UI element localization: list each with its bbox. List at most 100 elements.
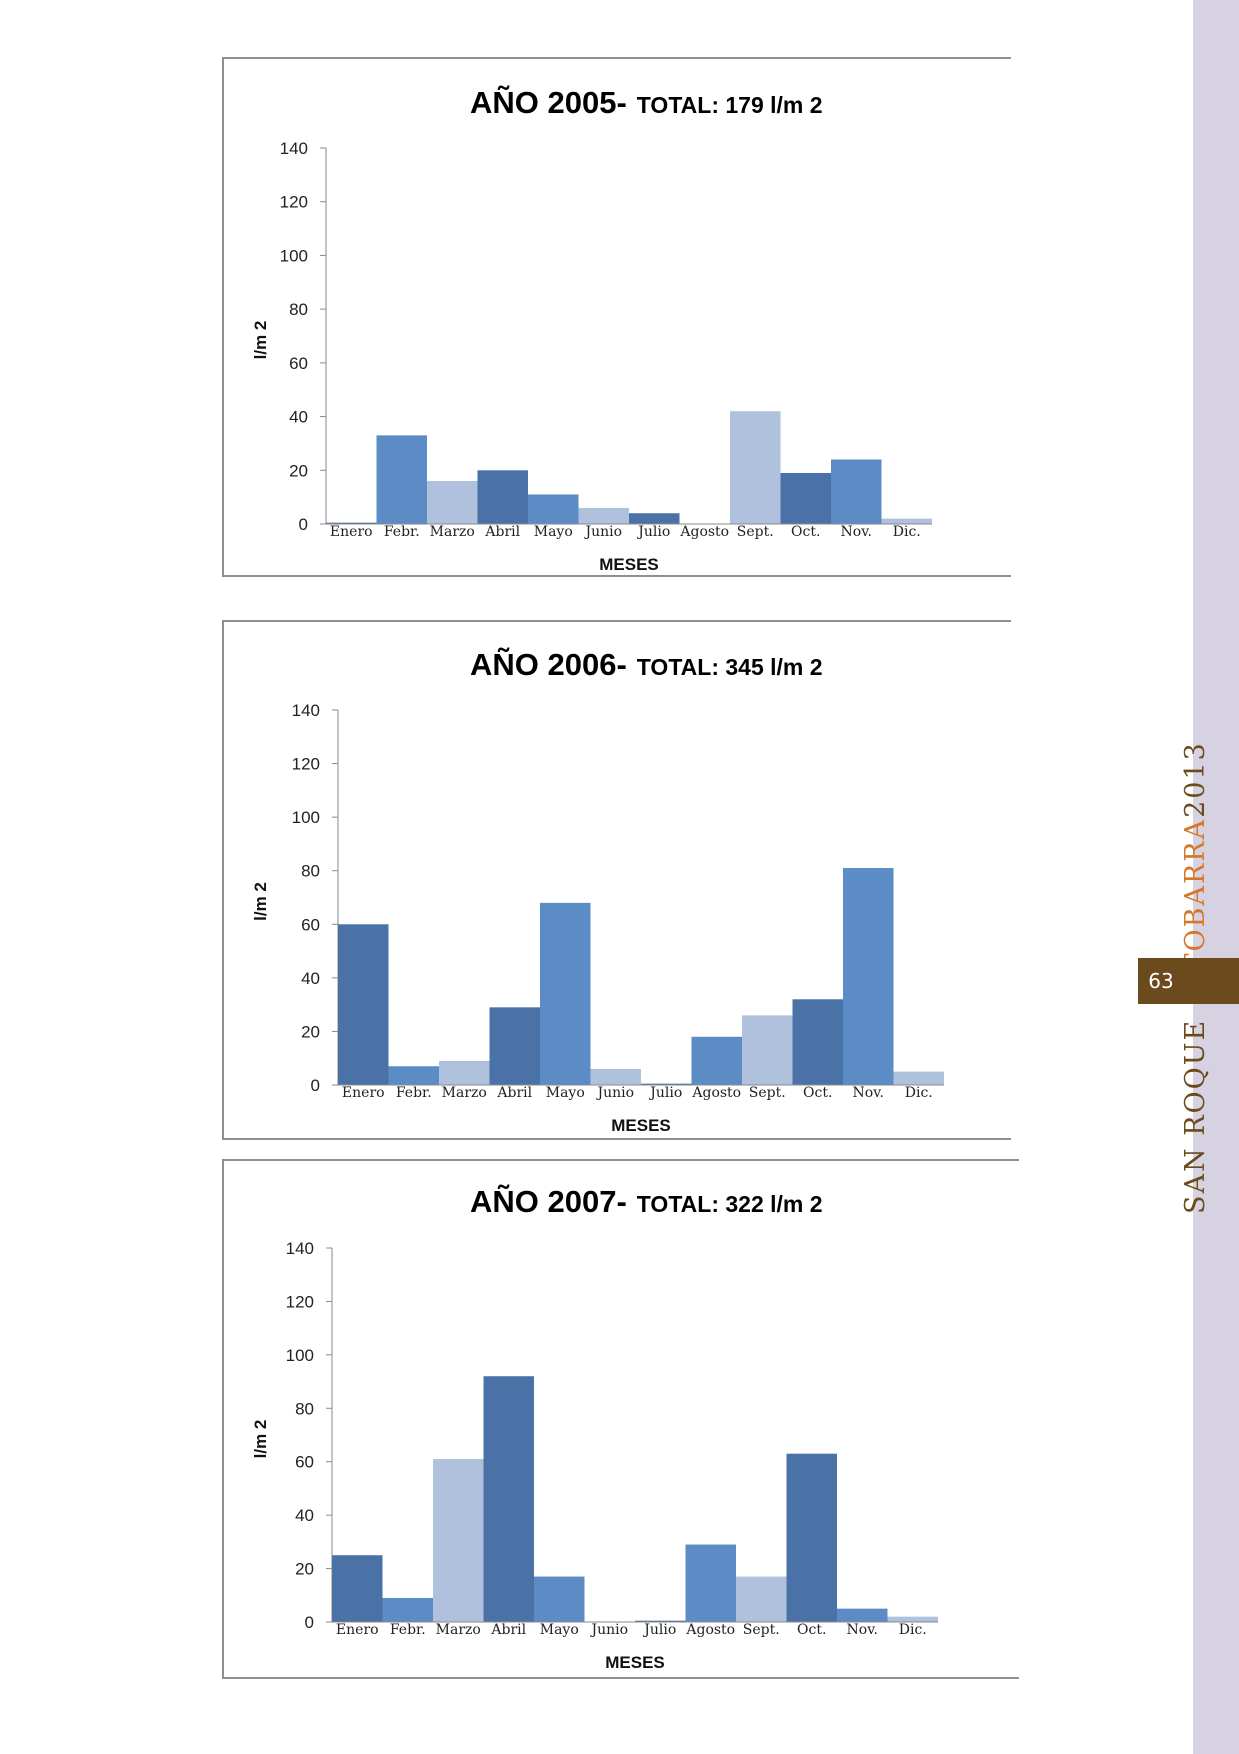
bar-junio — [590, 1068, 641, 1085]
chart-title-subtitle: TOTAL: 345 l/m 2 — [637, 654, 823, 680]
x-category-label: Junio — [595, 1085, 634, 1101]
bar-agosto — [691, 1036, 742, 1085]
x-category-label: Oct. — [797, 1622, 826, 1638]
chart-title-main: AÑO 2007- — [470, 1184, 627, 1219]
y-tick-label: 100 — [292, 808, 320, 827]
x-category-label: Mayo — [540, 1622, 579, 1638]
y-axis-title: l/m 2 — [251, 1420, 270, 1459]
x-category-label: Agosto — [691, 1085, 741, 1101]
y-tick-label: 80 — [295, 1399, 314, 1418]
x-category-label: Marzo — [430, 524, 475, 540]
chart-title: AÑO 2007- TOTAL: 322 l/m 2 — [470, 1184, 823, 1219]
chart-2006: AÑO 2006- TOTAL: 345 l/m 2 0 20 40 60 80 100 120… — [222, 620, 1011, 1140]
bar-sept — [736, 1576, 787, 1622]
x-category-label: Enero — [336, 1622, 379, 1638]
bar-marzo — [427, 481, 478, 524]
bar-abril — [489, 1007, 540, 1085]
x-category-label: Abril — [484, 524, 520, 540]
bar-julio — [635, 1620, 686, 1622]
chart-title: AÑO 2005- TOTAL: 179 l/m 2 — [470, 85, 823, 120]
x-category-label: Mayo — [534, 524, 573, 540]
right-sidebar-band — [1193, 0, 1239, 1754]
bar-oct — [786, 1453, 837, 1622]
y-axis-title: l/m 2 — [251, 882, 270, 921]
bar-julio — [641, 1083, 692, 1085]
bar-nov — [837, 1608, 888, 1622]
bar-sept — [730, 411, 781, 524]
x-category-label: Oct. — [803, 1085, 832, 1101]
y-tick-label: 120 — [280, 193, 308, 212]
x-axis-title: MESES — [605, 1653, 665, 1672]
x-category-label: Oct. — [791, 524, 820, 540]
chart-title-subtitle: TOTAL: 322 l/m 2 — [637, 1191, 823, 1217]
y-axis-title: l/m 2 — [251, 321, 270, 360]
y-tick-label: 100 — [286, 1346, 314, 1365]
y-tick-label: 80 — [289, 300, 308, 319]
bar-enero — [338, 924, 389, 1085]
y-tick-label: 20 — [289, 461, 308, 480]
chart-svg: AÑO 2007- TOTAL: 322 l/m 2 0 20 40 60 80 100 120… — [251, 1184, 938, 1672]
x-category-label: Julio — [648, 1085, 682, 1101]
bar-febr — [376, 435, 427, 524]
chart-title-main: AÑO 2006- — [470, 647, 627, 682]
chart-2005: AÑO 2005- TOTAL: 179 l/m 2 0 20 40 60 80 100 120… — [222, 57, 1011, 577]
y-tick-label: 0 — [311, 1076, 320, 1095]
x-axis-title: MESES — [611, 1116, 671, 1135]
y-tick-label: 60 — [301, 915, 320, 934]
y-tick-label: 140 — [280, 139, 308, 158]
bar-mayo — [528, 494, 579, 524]
bar-dic — [881, 518, 932, 524]
x-category-label: Enero — [330, 524, 373, 540]
y-tick-label: 80 — [301, 862, 320, 881]
y-tick-label: 40 — [295, 1506, 314, 1525]
bar-dic — [887, 1616, 938, 1622]
bar-dic — [893, 1071, 944, 1085]
chart-svg: AÑO 2005- TOTAL: 179 l/m 2 0 20 40 60 80 100 120… — [251, 85, 932, 574]
bar-oct — [792, 999, 843, 1085]
bar-agosto — [685, 1544, 736, 1622]
brand-year: 2013 — [1180, 741, 1211, 818]
x-category-label: Marzo — [436, 1622, 481, 1638]
bar-junio — [578, 507, 629, 524]
chart-title: AÑO 2006- TOTAL: 345 l/m 2 — [470, 647, 823, 682]
x-category-label: Junio — [589, 1622, 628, 1638]
x-category-label: Enero — [342, 1085, 385, 1101]
y-tick-label: 120 — [292, 755, 320, 774]
bar-febr — [388, 1066, 439, 1085]
y-tick-label: 140 — [292, 701, 320, 720]
page-number-badge: 63 — [1138, 958, 1239, 1004]
x-category-label: Febr. — [390, 1622, 426, 1638]
y-tick-label: 40 — [301, 969, 320, 988]
bar-mayo — [540, 902, 591, 1085]
bar-enero — [326, 522, 377, 524]
x-category-label: Sept. — [749, 1085, 786, 1101]
bar-oct — [780, 472, 831, 524]
x-category-label: Nov. — [853, 1085, 884, 1101]
bar-julio — [629, 513, 680, 524]
y-tick-label: 60 — [295, 1453, 314, 1472]
x-category-label: Junio — [583, 524, 622, 540]
x-category-label: Dic. — [893, 524, 921, 540]
x-category-label: Dic. — [905, 1085, 933, 1101]
x-category-label: Agosto — [685, 1622, 735, 1638]
bar-marzo — [439, 1060, 490, 1085]
x-category-label: Dic. — [899, 1622, 927, 1638]
y-tick-label: 140 — [286, 1239, 314, 1258]
page-number: 63 — [1148, 969, 1174, 993]
x-category-label: Julio — [642, 1622, 676, 1638]
x-category-label: Febr. — [384, 524, 420, 540]
y-tick-label: 20 — [295, 1560, 314, 1579]
bar-marzo — [433, 1459, 484, 1622]
bar-mayo — [534, 1576, 585, 1622]
x-category-label: Sept. — [743, 1622, 780, 1638]
x-category-label: Julio — [636, 524, 670, 540]
x-category-label: Sept. — [737, 524, 774, 540]
y-tick-label: 0 — [305, 1613, 314, 1632]
x-category-label: Nov. — [847, 1622, 878, 1638]
chart-svg: AÑO 2006- TOTAL: 345 l/m 2 0 20 40 60 80 100 120… — [251, 647, 944, 1135]
bar-febr — [382, 1597, 433, 1622]
y-tick-label: 0 — [299, 515, 308, 534]
bar-nov — [843, 868, 894, 1085]
chart-title-subtitle: TOTAL: 179 l/m 2 — [637, 92, 823, 118]
bar-abril — [477, 470, 528, 524]
